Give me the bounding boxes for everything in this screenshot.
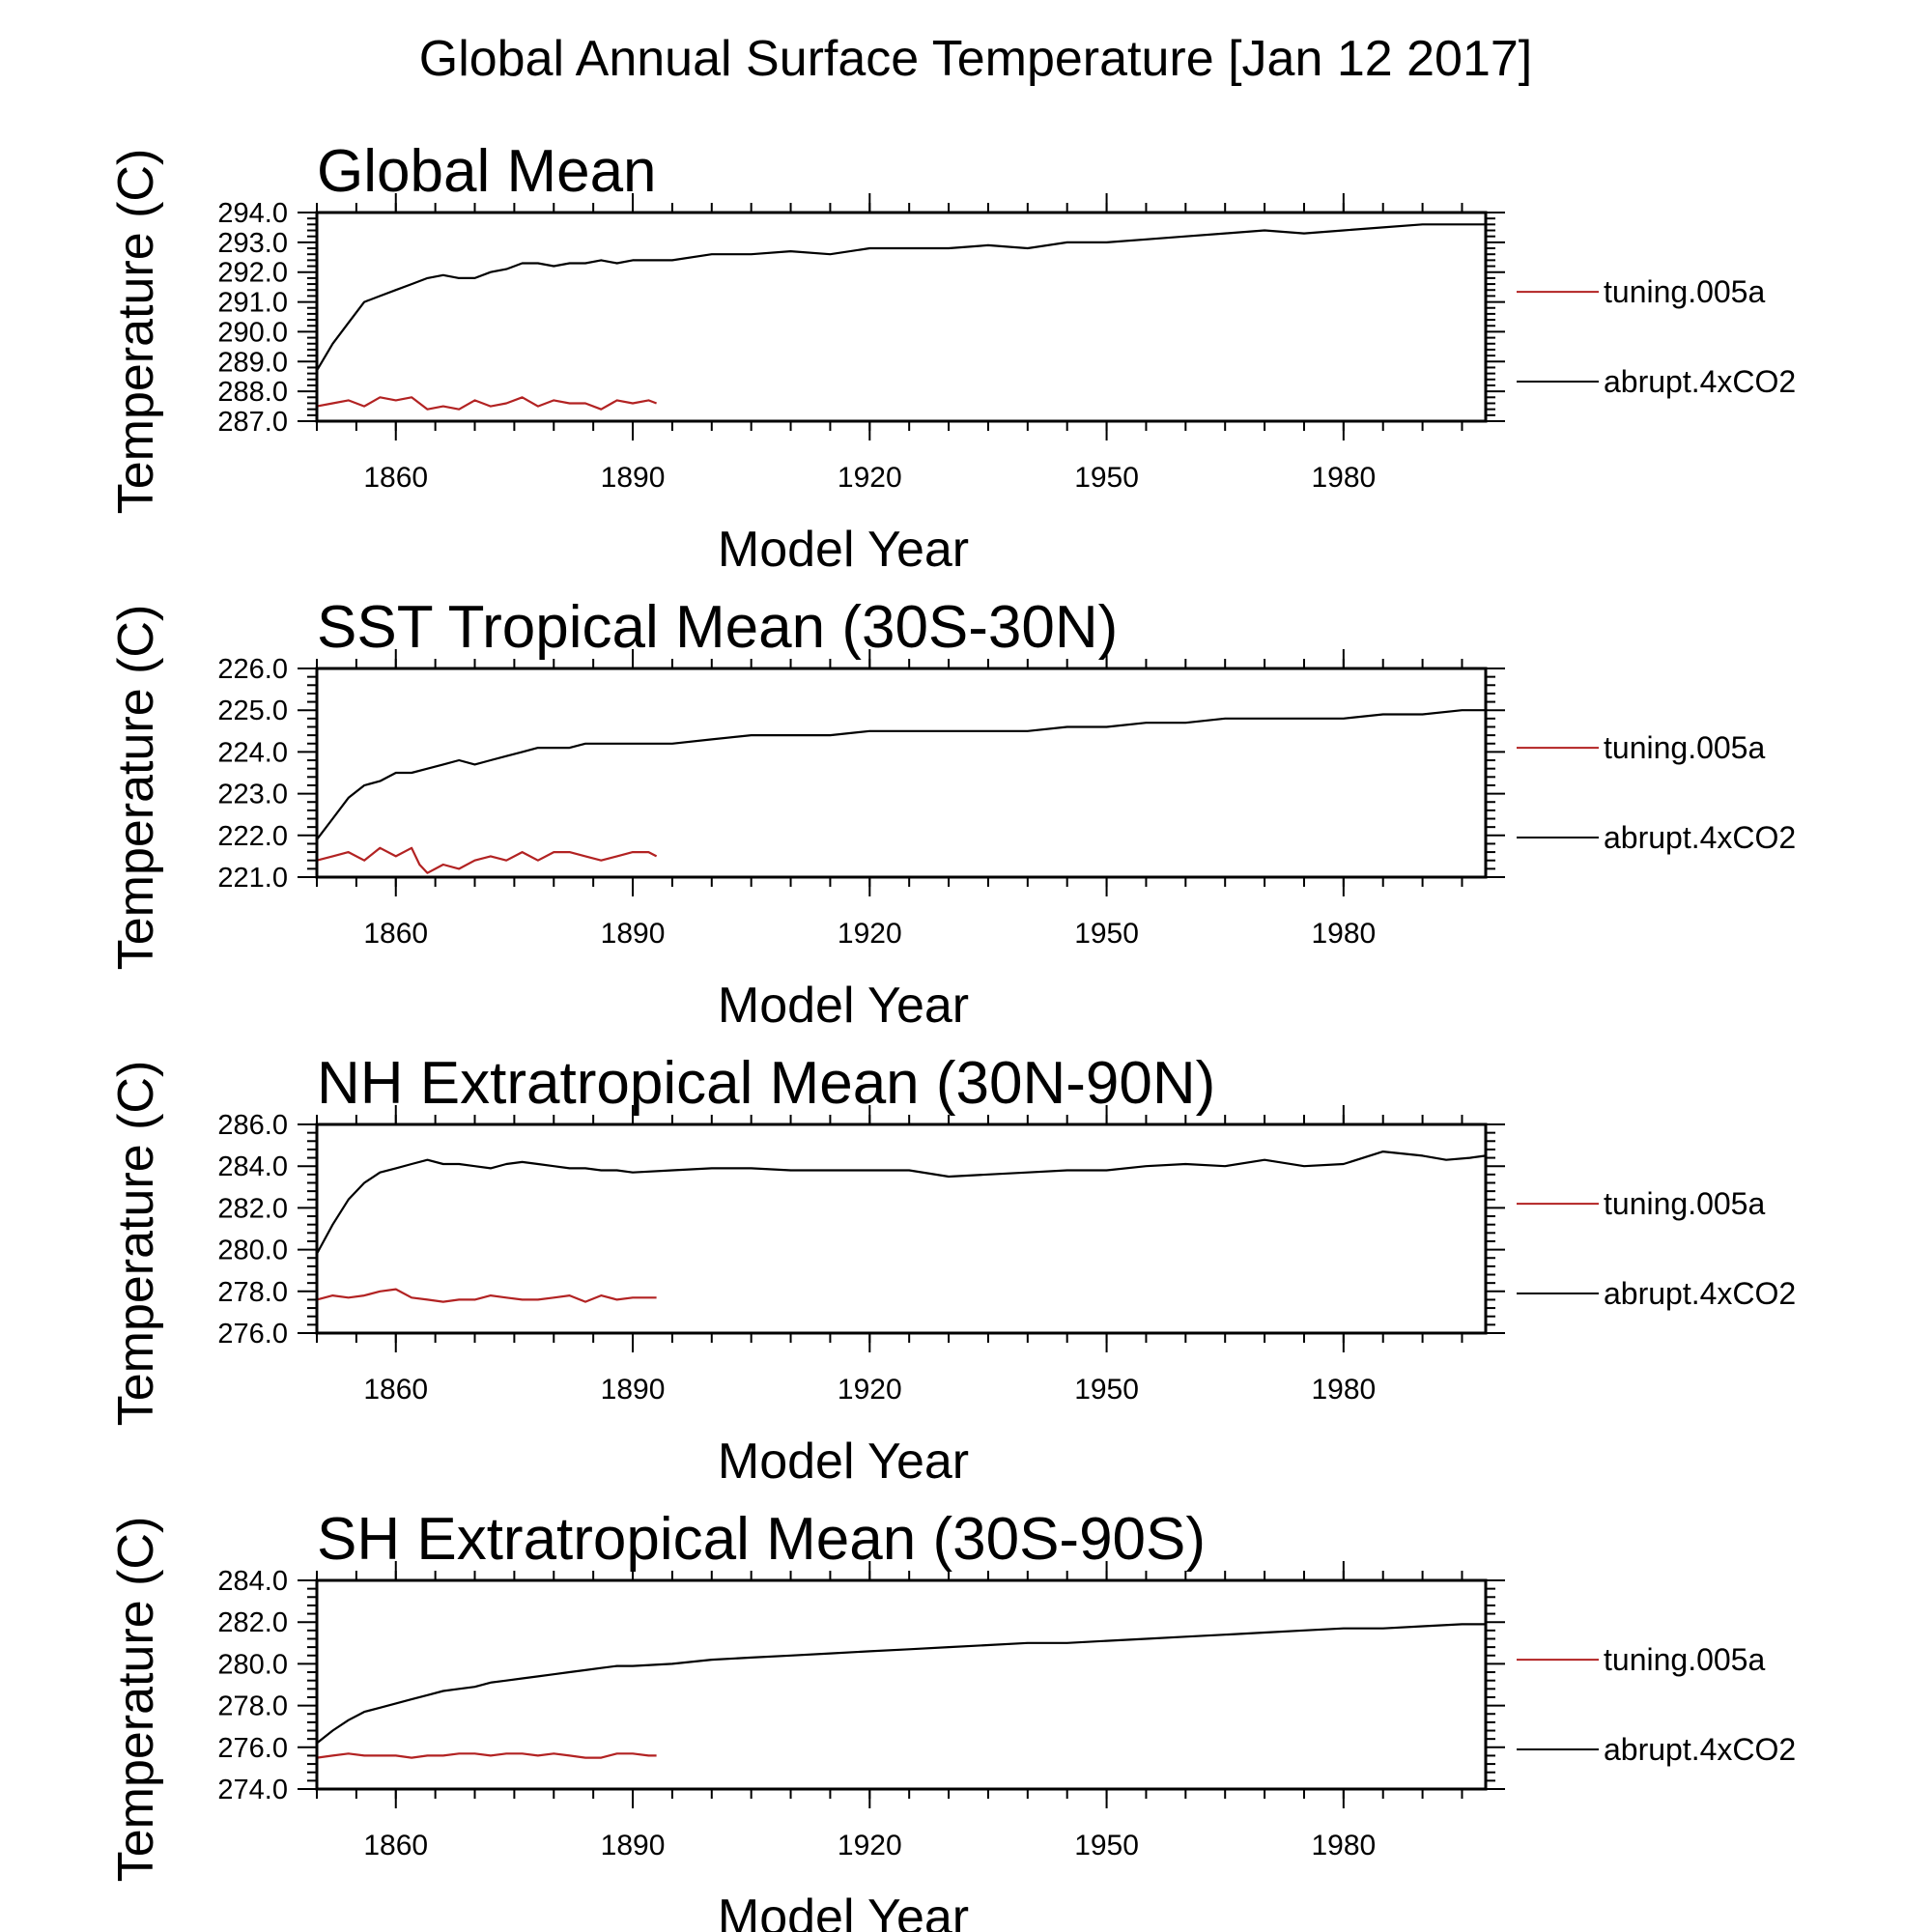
y-tick-label: 284.0 — [217, 1151, 288, 1182]
y-axis-label: Temperature (C) — [108, 149, 164, 515]
plot-frame — [315, 1122, 1488, 1335]
legend-label: tuning.005a — [1604, 274, 1765, 309]
y-tick-label: 282.0 — [217, 1607, 288, 1638]
x-axis-label: Model Year — [718, 978, 969, 1034]
x-tick-label: 1950 — [1074, 918, 1139, 950]
x-tick-label: 1890 — [601, 1830, 666, 1861]
panel-title: SH Extratropical Mean (30S-90S) — [317, 1506, 1206, 1573]
legend-label: abrupt.4xCO2 — [1604, 1276, 1796, 1311]
legend-label: abrupt.4xCO2 — [1604, 364, 1796, 399]
y-tick-label: 278.0 — [217, 1691, 288, 1722]
y-tick-label: 224.0 — [217, 737, 288, 768]
chart-panel-3: NH Extratropical Mean (30N-90N) Temperatu… — [108, 1050, 1796, 1490]
figure-title: Global Annual Surface Temperature [Jan 1… — [419, 31, 1532, 87]
panel-title: SST Tropical Mean (30S-30N) — [317, 594, 1118, 661]
series-line-abrupt-4xco2 — [316, 1623, 1486, 1745]
y-tick-label: 276.0 — [217, 1733, 288, 1764]
legend-label: abrupt.4xCO2 — [1604, 1732, 1796, 1767]
x-tick-label: 1980 — [1311, 462, 1376, 494]
y-axis-label: Temperature (C) — [108, 1517, 164, 1883]
y-tick-label: 286.0 — [217, 1110, 288, 1141]
y-tick-label: 291.0 — [217, 288, 288, 319]
y-tick-label: 290.0 — [217, 317, 288, 348]
y-tick-label: 289.0 — [217, 347, 288, 378]
x-axis-label: Model Year — [718, 522, 969, 578]
y-tick-label: 282.0 — [217, 1193, 288, 1224]
panel-title: NH Extratropical Mean (30N-90N) — [317, 1050, 1215, 1117]
series-line-abrupt-4xco2 — [316, 709, 1486, 840]
chart-panel-4: SH Extratropical Mean (30S-90S) Temperatu… — [108, 1506, 1796, 1932]
chart-panel-1: Global Mean Temperature (C) Model Year 1860… — [108, 138, 1796, 578]
series-line-abrupt-4xco2 — [316, 223, 1486, 372]
x-tick-label: 1890 — [601, 1374, 666, 1406]
legend-label: tuning.005a — [1604, 1186, 1765, 1221]
y-tick-label: 274.0 — [217, 1775, 288, 1805]
x-tick-label: 1860 — [363, 462, 428, 494]
y-tick-label: 294.0 — [217, 198, 288, 229]
series-line-tuning-005a — [316, 1288, 657, 1303]
panel-title: Global Mean — [317, 138, 657, 205]
y-tick-label: 287.0 — [217, 407, 288, 438]
x-tick-label: 1980 — [1311, 1374, 1376, 1406]
y-tick-label: 288.0 — [217, 377, 288, 408]
panels-container: Global Mean Temperature (C) Model Year 1860… — [108, 138, 1796, 1932]
y-tick-label: 276.0 — [217, 1319, 288, 1350]
series-line-tuning-005a — [316, 1752, 657, 1759]
x-tick-label: 1860 — [363, 918, 428, 950]
x-tick-label: 1950 — [1074, 1830, 1139, 1861]
x-axis-label: Model Year — [718, 1889, 969, 1932]
x-tick-label: 1920 — [838, 1830, 902, 1861]
series-line-tuning-005a — [316, 846, 658, 874]
y-tick-label: 223.0 — [217, 780, 288, 810]
x-tick-label: 1860 — [363, 1830, 428, 1861]
y-tick-label: 292.0 — [217, 258, 288, 289]
x-axis-label: Model Year — [718, 1434, 969, 1490]
y-tick-label: 222.0 — [217, 821, 288, 852]
x-tick-label: 1890 — [601, 918, 666, 950]
y-tick-label: 284.0 — [217, 1566, 288, 1597]
series-line-tuning-005a — [316, 396, 657, 411]
y-tick-label: 280.0 — [217, 1236, 288, 1266]
x-tick-label: 1980 — [1311, 1830, 1376, 1861]
y-tick-label: 226.0 — [217, 654, 288, 685]
y-tick-label: 278.0 — [217, 1277, 288, 1308]
legend-label: tuning.005a — [1604, 1642, 1765, 1677]
y-tick-label: 280.0 — [217, 1649, 288, 1680]
plot-frame — [315, 1578, 1488, 1791]
x-tick-label: 1980 — [1311, 918, 1376, 950]
y-axis-label: Temperature (C) — [108, 605, 164, 971]
legend-label: abrupt.4xCO2 — [1604, 820, 1796, 855]
x-tick-label: 1950 — [1074, 1374, 1139, 1406]
y-axis-label: Temperature (C) — [108, 1061, 164, 1427]
y-tick-label: 221.0 — [217, 863, 288, 894]
x-tick-label: 1950 — [1074, 462, 1139, 494]
series-line-abrupt-4xco2 — [316, 1150, 1487, 1255]
x-tick-label: 1920 — [838, 462, 902, 494]
y-tick-label: 293.0 — [217, 228, 288, 259]
x-tick-label: 1890 — [601, 462, 666, 494]
plot-frame — [315, 211, 1488, 423]
chart-panel-2: SST Tropical Mean (30S-30N) Temperature (… — [108, 594, 1796, 1034]
plot-frame — [315, 667, 1488, 879]
legend-label: tuning.005a — [1604, 730, 1765, 765]
x-tick-label: 1860 — [363, 1374, 428, 1406]
x-tick-label: 1920 — [838, 1374, 902, 1406]
y-tick-label: 225.0 — [217, 696, 288, 726]
x-tick-label: 1920 — [838, 918, 902, 950]
